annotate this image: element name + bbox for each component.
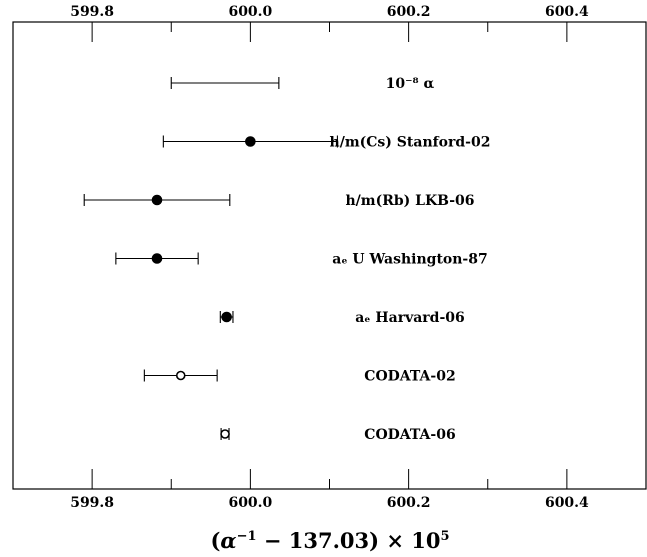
point-label: aₑ U Washington-87 <box>332 252 487 268</box>
point-label: CODATA-06 <box>364 427 455 443</box>
x-tick-label-top: 599.8 <box>70 4 114 20</box>
open-marker <box>220 429 230 439</box>
filled-marker <box>151 194 163 206</box>
x-axis-title: (α−1 − 137.03) × 105 <box>210 528 449 553</box>
x-tick-label-bottom: 600.2 <box>387 495 431 511</box>
data-point-row: 10⁻⁸ α <box>170 76 435 92</box>
point-label: 10⁻⁸ α <box>386 76 435 92</box>
point-label: aₑ Harvard-06 <box>355 310 465 326</box>
data-point-row: h/m(Cs) Stanford-02 <box>162 135 491 151</box>
data-point-row: aₑ U Washington-87 <box>115 252 488 268</box>
data-point-row: aₑ Harvard-06 <box>219 310 465 326</box>
open-marker <box>175 370 186 381</box>
x-tick-label-top: 600.2 <box>387 4 431 20</box>
data-point-row: CODATA-02 <box>143 369 456 385</box>
x-tick-label-bottom: 600.4 <box>545 495 589 511</box>
plot-frame <box>12 21 647 490</box>
x-tick-label-top: 600.0 <box>228 4 272 20</box>
data-points: 10⁻⁸ α h/m(Cs) Stanford-02 h/m(Rb) LKB-06 a… <box>83 76 491 443</box>
filled-marker <box>245 136 256 147</box>
data-point-row: h/m(Rb) LKB-06 <box>83 193 475 209</box>
x-tick-label-bottom: 600.0 <box>228 495 272 511</box>
filled-marker <box>151 253 163 264</box>
point-label: CODATA-02 <box>364 369 455 385</box>
point-label: h/m(Cs) Stanford-02 <box>330 135 491 151</box>
filled-marker <box>221 311 232 323</box>
x-tick-label-bottom: 599.8 <box>70 495 114 511</box>
point-label: h/m(Rb) LKB-06 <box>345 193 474 209</box>
x-tick-label-top: 600.4 <box>545 4 589 20</box>
data-point-row: CODATA-06 <box>220 427 456 443</box>
axis-ticks: 599.8 599.8 600.0 600.0 600.2 600.2 600.4 600.4 <box>70 4 589 511</box>
